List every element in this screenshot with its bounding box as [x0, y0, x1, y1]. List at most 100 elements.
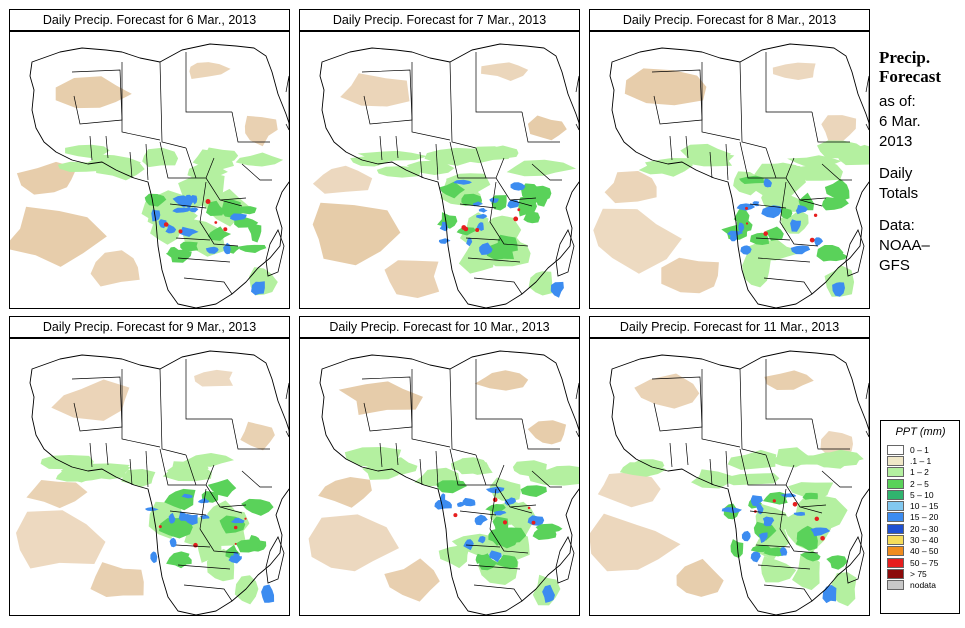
heavy-rain-area [178, 511, 189, 522]
country-border [219, 504, 247, 508]
light-rain-area [722, 473, 780, 486]
panel-title: Daily Precip. Forecast for 8 Mar., 2013 [589, 9, 870, 31]
legend-item: 5 – 10 [887, 489, 954, 500]
intense-rain-spot [233, 525, 238, 530]
heavy-rain-area [474, 514, 488, 526]
country-border [175, 237, 211, 241]
country-border [725, 450, 729, 488]
intense-rain-spot [531, 520, 536, 525]
country-border [475, 52, 522, 113]
light-rain-area [638, 161, 686, 175]
heavy-rain-area [462, 497, 476, 507]
intense-rain-spot [502, 520, 508, 525]
heavy-rain-area [181, 493, 193, 499]
country-border [419, 458, 423, 486]
country-border [129, 458, 133, 486]
light-rain-area [456, 457, 489, 475]
africa-map-svg [590, 350, 869, 615]
legend-label: 0 – 1 [910, 444, 929, 455]
light-rain-area [162, 463, 212, 482]
country-border [739, 448, 795, 486]
light-rain-area [406, 160, 455, 175]
country-border [199, 488, 239, 554]
heavy-rain-area [261, 584, 275, 603]
heavy-rain-area [453, 179, 472, 185]
moderate-rain-area [206, 200, 225, 216]
dry-area [527, 420, 567, 445]
moderate-rain-area [166, 551, 190, 569]
moderate-rain-area [802, 492, 818, 500]
moderate-rain-area [486, 240, 514, 261]
country-border [799, 197, 827, 201]
moderate-rain-area [221, 199, 242, 218]
country-border [185, 454, 197, 486]
country-border [449, 448, 505, 486]
heavy-rain-area [172, 195, 191, 208]
heavy-rain-area [489, 198, 499, 203]
light-rain-area [817, 140, 865, 159]
heavy-rain-area [439, 221, 448, 232]
legend-swatch [887, 444, 904, 455]
legend-label: > 75 [910, 568, 927, 579]
dry-area [474, 370, 529, 391]
country-border [765, 359, 812, 420]
heavy-rain-area [790, 245, 811, 255]
heavy-rain-area [477, 536, 486, 544]
country-border [435, 450, 439, 488]
light-rain-area [40, 455, 94, 470]
intense-rain-spot [475, 228, 480, 232]
country-border [121, 369, 161, 448]
legend-label: 20 – 30 [910, 523, 939, 534]
precip-map [9, 31, 290, 309]
moderate-rain-area [248, 535, 261, 545]
light-rain-area [528, 271, 553, 296]
country-border [449, 141, 505, 179]
country-border [379, 135, 383, 161]
light-rain-area [234, 575, 259, 605]
heavy-rain-area [730, 234, 738, 242]
country-border [669, 135, 673, 161]
light-rain-area [451, 533, 498, 557]
country-border [459, 510, 497, 516]
legend-item: 20 – 30 [887, 523, 954, 534]
legend-item: 30 – 40 [887, 534, 954, 546]
light-rain-area [505, 501, 536, 538]
country-border [763, 584, 813, 602]
legend-item: > 75 [887, 568, 954, 579]
heavy-rain-area [736, 203, 755, 211]
intense-rain-spot [745, 206, 748, 210]
country-border [183, 584, 233, 602]
coastline [29, 43, 289, 308]
country-border [199, 181, 239, 247]
intense-rain-spot [244, 517, 247, 520]
title-line: Forecast [879, 67, 941, 86]
legend-item: 50 – 75 [887, 557, 954, 568]
dry-area [634, 373, 700, 409]
dry-area [312, 165, 373, 194]
intense-rain-spot [163, 222, 169, 227]
dry-area [10, 206, 107, 267]
light-rain-area [820, 449, 864, 469]
moderate-rain-area [456, 227, 476, 236]
legend-swatch [887, 557, 904, 568]
intense-rain-spot [214, 221, 218, 224]
moderate-rain-area [144, 193, 167, 207]
legend-swatch [887, 580, 904, 591]
heavy-rain-area [151, 209, 161, 222]
heavy-rain-area [793, 511, 806, 516]
precip-map [299, 31, 580, 309]
country-border [757, 257, 811, 263]
heavy-rain-area [150, 551, 158, 564]
country-border [185, 52, 232, 113]
heavy-rain-area [179, 226, 199, 237]
heavy-rain-area [485, 486, 505, 494]
light-rain-area [84, 463, 130, 477]
legend-label: 40 – 50 [910, 546, 939, 557]
moderate-rain-area [750, 544, 772, 553]
moderate-rain-area [247, 224, 262, 243]
data-source: NOAA– [879, 237, 930, 254]
intense-rain-spot [513, 216, 519, 222]
country-border [739, 141, 795, 179]
data-label: Data: [879, 217, 915, 234]
moderate-rain-area [234, 217, 259, 228]
